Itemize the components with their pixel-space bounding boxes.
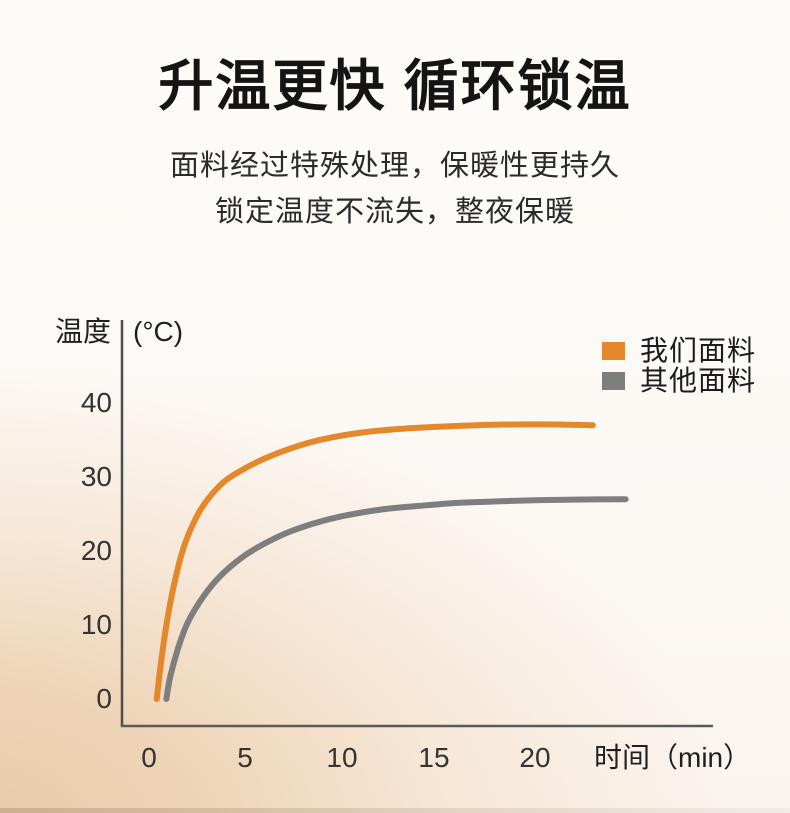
x-tick-5: 5	[237, 742, 253, 773]
series-curve-0	[153, 421, 596, 702]
chart-curves	[153, 421, 629, 702]
subtitle-line-2: 锁定温度不流失，整夜保暖	[214, 196, 575, 228]
legend-item-other-fabric: 其他面料	[602, 366, 756, 396]
y-tick-20: 20	[80, 535, 112, 566]
series-curve-1	[163, 496, 629, 702]
y-axis-title: 温度	[54, 316, 111, 347]
y-tick-30: 30	[80, 461, 112, 492]
legend-swatch-our-fabric	[602, 342, 625, 360]
x-tick-0: 0	[141, 742, 157, 773]
x-axis-title: 时间（min）	[594, 742, 752, 773]
x-tick-10: 10	[326, 742, 358, 773]
legend-item-our-fabric: 我们面料	[602, 336, 756, 366]
y-tick-10: 10	[80, 609, 112, 640]
y-tick-0: 0	[96, 683, 112, 714]
subtitle-line-1: 面料经过特殊处理，保暖性更持久	[169, 150, 620, 182]
x-tick-15: 15	[418, 742, 450, 773]
y-axis-unit: (°C)	[133, 316, 184, 347]
bottom-edge-shadow	[0, 808, 790, 813]
legend-label-our-fabric: 我们面料	[640, 335, 757, 366]
x-tick-20: 20	[519, 742, 551, 773]
page-title: 升温更快 循环锁温	[158, 55, 632, 117]
y-tick-40: 40	[80, 387, 112, 418]
legend-swatch-other-fabric	[602, 372, 625, 390]
legend-label-other-fabric: 其他面料	[640, 365, 757, 396]
